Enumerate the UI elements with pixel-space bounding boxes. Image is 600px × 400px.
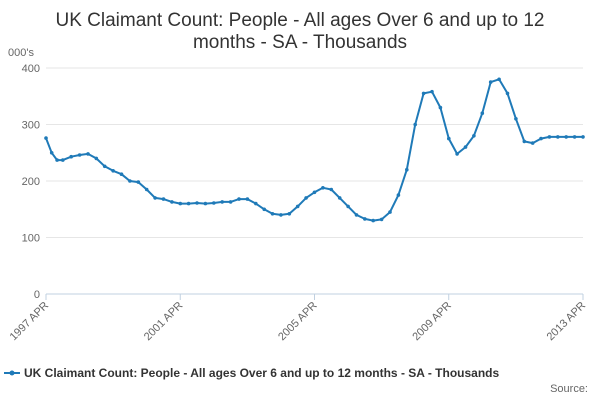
- data-point: [55, 158, 59, 162]
- legend-marker-dot: [9, 370, 15, 376]
- data-point: [144, 187, 149, 192]
- data-point: [153, 196, 157, 200]
- y-tick-label: 200: [22, 176, 40, 188]
- data-point: [94, 156, 99, 161]
- data-point: [270, 212, 275, 216]
- x-axis-ticks: 1997 APR 2001 APR 2005 APR 2009 APR 2013 APR: [8, 294, 589, 344]
- data-point: [304, 196, 308, 200]
- source-label: Source:: [550, 383, 588, 395]
- chart-title-line-1: UK Claimant Count: People - All ages Ove…: [56, 10, 545, 31]
- y-tick-label: 0: [34, 289, 40, 301]
- data-point: [539, 136, 543, 141]
- data-point: [388, 210, 392, 214]
- data-point: [161, 197, 166, 201]
- data-point: [447, 136, 451, 141]
- legend[interactable]: UK Claimant Count: People - All ages Ove…: [4, 366, 499, 380]
- data-point: [480, 111, 485, 115]
- data-point: [212, 201, 216, 205]
- data-point: [44, 136, 48, 140]
- data-point: [572, 135, 577, 139]
- data-point: [547, 135, 552, 139]
- x-tick-label: 1997 APR: [8, 300, 52, 344]
- data-point: [186, 201, 191, 206]
- data-point: [228, 200, 233, 204]
- data-point: [312, 190, 317, 195]
- data-point: [86, 152, 90, 156]
- data-point: [363, 217, 367, 221]
- data-point: [522, 139, 527, 144]
- data-point: [430, 89, 434, 94]
- data-point: [128, 179, 132, 183]
- data-point: [321, 186, 325, 190]
- x-tick-label: 2009 APR: [410, 300, 454, 344]
- data-point: [354, 213, 359, 217]
- legend-item-label: UK Claimant Count: People - All ages Ove…: [24, 366, 499, 380]
- data-point: [111, 169, 115, 173]
- data-point: [530, 141, 535, 145]
- data-point: [505, 91, 510, 96]
- data-point: [49, 151, 54, 155]
- y-axis-unit: 000's: [8, 47, 34, 59]
- data-point: [329, 187, 334, 192]
- data-point: [413, 122, 418, 127]
- data-point: [262, 207, 267, 212]
- y-axis-ticks: 0 100 200 300 400: [22, 63, 40, 301]
- data-point: [287, 212, 292, 216]
- data-point: [497, 77, 501, 82]
- data-point: [556, 135, 560, 139]
- data-point: [438, 105, 443, 110]
- data-point: [195, 201, 199, 205]
- data-point: [379, 217, 384, 222]
- data-point: [245, 197, 250, 201]
- y-tick-label: 400: [22, 63, 40, 75]
- data-point: [170, 200, 174, 204]
- data-point: [220, 200, 224, 204]
- y-tick-label: 300: [22, 120, 40, 132]
- data-point: [455, 152, 459, 156]
- data-point: [178, 201, 183, 206]
- data-point: [463, 145, 468, 149]
- data-point: [69, 154, 73, 159]
- data-point: [77, 153, 82, 157]
- data-point: [488, 80, 493, 84]
- series-line: [45, 78, 583, 222]
- data-point: [564, 135, 568, 139]
- data-point: [581, 135, 585, 139]
- data-point: [119, 172, 124, 176]
- grid-lines: [46, 67, 583, 238]
- data-point: [337, 196, 342, 200]
- data-point: [295, 204, 300, 209]
- x-tick-label: 2001 APR: [142, 300, 186, 344]
- data-point: [254, 201, 258, 206]
- data-point: [405, 167, 409, 172]
- chart-title-line-2: months - SA - Thousands: [193, 32, 407, 53]
- x-tick-label: 2013 APR: [545, 300, 589, 344]
- data-point: [203, 201, 208, 206]
- data-point: [136, 180, 141, 184]
- x-tick-label: 2005 APR: [276, 300, 320, 344]
- data-point: [279, 213, 283, 217]
- data-point: [396, 193, 401, 197]
- data-point: [514, 117, 518, 121]
- data-point: [102, 164, 107, 169]
- data-point: [61, 158, 65, 162]
- data-point: [237, 197, 241, 201]
- data-point: [421, 91, 426, 96]
- y-tick-label: 100: [22, 233, 40, 245]
- data-point: [472, 134, 476, 138]
- data-point: [346, 204, 350, 209]
- series-points: [44, 77, 585, 223]
- data-point: [371, 218, 376, 223]
